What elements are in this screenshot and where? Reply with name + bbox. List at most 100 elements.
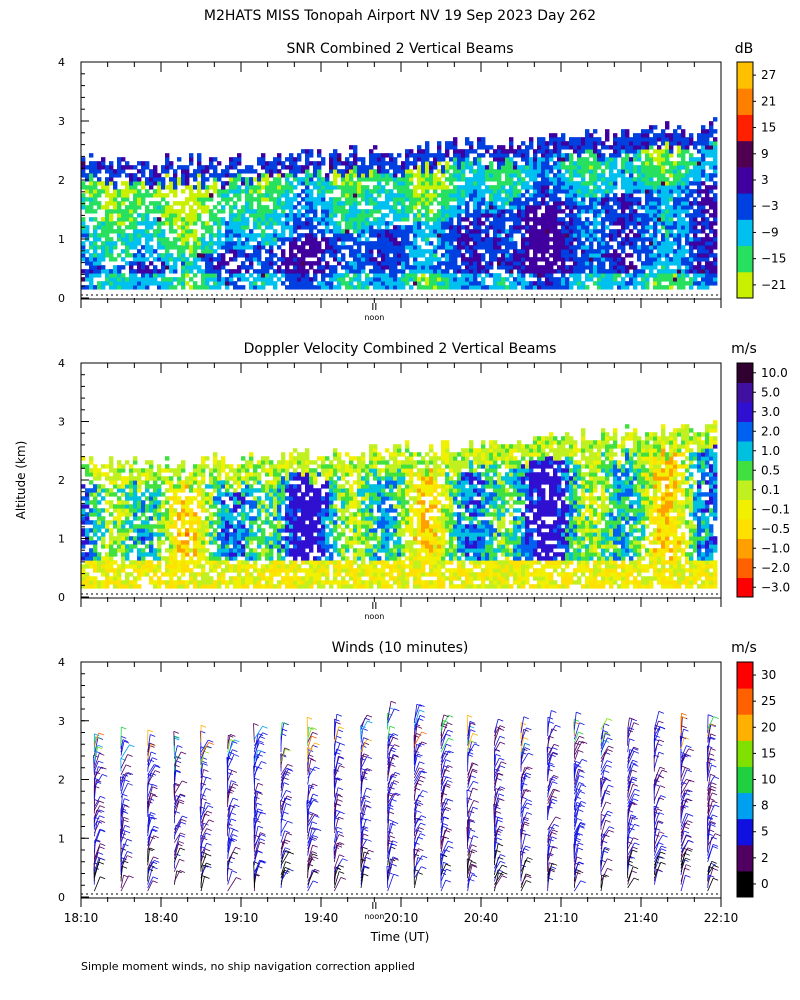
field-cell [353,265,358,270]
field-cell [113,568,118,573]
field-cell [81,253,86,258]
field-cell [641,229,646,234]
field-cell [701,145,706,150]
field-cell [349,233,354,238]
field-cell [217,161,222,166]
field-cell [365,169,370,174]
field-cell [297,181,302,186]
field-cell [585,273,590,278]
field-cell [205,185,210,190]
field-cell [241,273,246,278]
field-cell [517,257,522,262]
field-cell [473,261,478,266]
field-cell [177,233,182,238]
field-cell [673,253,678,258]
field-cell [377,241,382,246]
field-cell [301,269,306,274]
field-cell [509,185,514,190]
field-cell [393,185,398,190]
field-cell [409,241,414,246]
field-cell [289,285,294,290]
field-cell [569,245,574,250]
field-cell [233,217,238,222]
field-cell [393,253,398,258]
field-cell [121,237,126,242]
field-cell [269,277,274,282]
field-cell [229,229,234,234]
field-cell [489,253,494,258]
field-cell [697,209,702,214]
field-cell [573,269,578,274]
field-cell [361,169,366,174]
field-cell [521,253,526,258]
field-cell [421,253,426,258]
field-cell [705,221,710,226]
field-cell [369,201,374,206]
field-cell [105,528,110,533]
field-cell [97,500,102,505]
field-cell [105,165,110,170]
field-cell [357,281,362,286]
field-cell [585,169,590,174]
field-cell [453,189,458,194]
field-cell [373,269,378,274]
field-cell [625,145,630,150]
field-cell [709,165,714,170]
field-cell [681,133,686,138]
field-cell [673,197,678,202]
field-cell [357,221,362,226]
field-cell [645,149,650,154]
field-cell [469,261,474,266]
field-cell [105,201,110,206]
field-cell [397,209,402,214]
field-cell [545,249,550,254]
field-cell [337,205,342,210]
field-cell [245,257,250,262]
field-cell [665,213,670,218]
field-cell [497,217,502,222]
field-cell [285,193,290,198]
field-cell [97,273,102,278]
field-cell [265,193,270,198]
field-cell [585,245,590,250]
field-cell [217,189,222,194]
field-cell [493,253,498,258]
field-cell [525,253,530,258]
field-cell [185,261,190,266]
field-cell [477,161,482,166]
field-cell [125,185,130,190]
field-cell [693,141,698,146]
field-cell [441,189,446,194]
field-cell [713,281,718,286]
field-cell [149,169,154,174]
field-cell [465,273,470,278]
field-cell [513,169,518,174]
field-cell [345,221,350,226]
field-cell [641,185,646,190]
field-cell [305,209,310,214]
field-cell [553,205,558,210]
field-cell [637,145,642,150]
field-cell [261,217,266,222]
field-cell [353,213,358,218]
field-cell [297,213,302,218]
field-cell [653,257,658,262]
field-cell [369,209,374,214]
field-cell [93,564,98,569]
field-cell [409,253,414,258]
field-cell [157,177,162,182]
field-cell [301,265,306,270]
field-cell [173,285,178,290]
field-cell [321,177,326,182]
field-cell [197,245,202,250]
field-cell [325,249,330,254]
field-cell [97,568,102,573]
field-cell [557,209,562,214]
field-cell [313,273,318,278]
field-cell [417,285,422,290]
field-cell [85,185,90,190]
field-cell [601,269,606,274]
field-cell [493,173,498,178]
field-cell [221,277,226,282]
field-cell [689,217,694,222]
